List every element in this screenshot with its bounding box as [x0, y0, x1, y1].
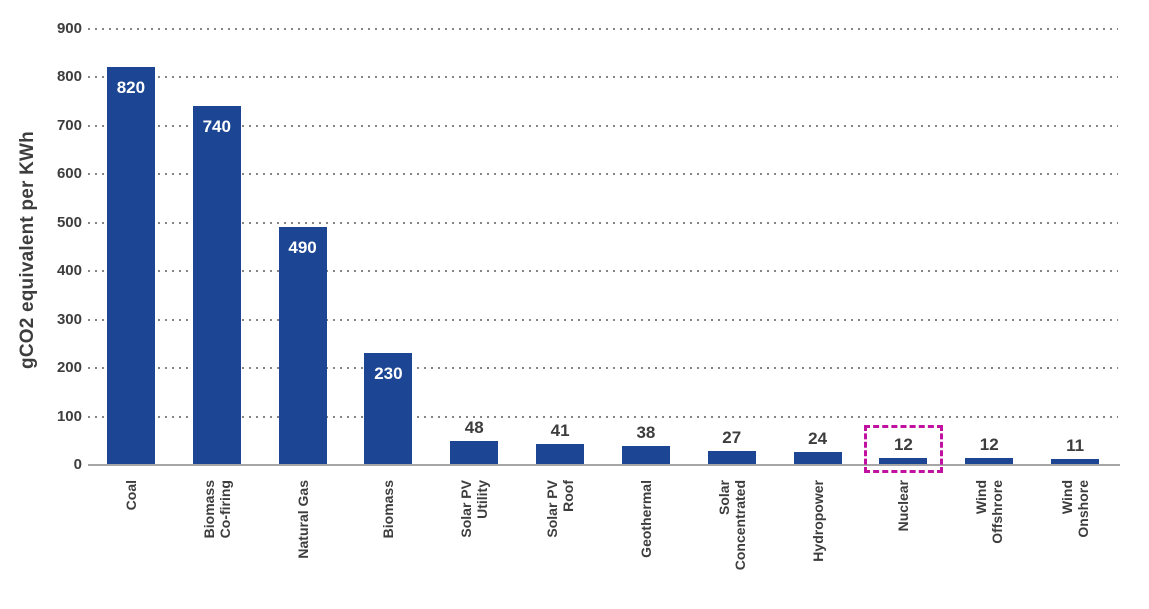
y-axis-title: gCO2 equivalent per KWh — [17, 131, 38, 369]
bar-biomass-co-firing — [192, 105, 241, 464]
gridline-300 — [88, 318, 1118, 321]
x-category-label-wind-onshore: Wind Onshore — [1059, 480, 1092, 538]
y-tick-label: 400 — [56, 262, 82, 280]
gridline-800 — [88, 76, 1118, 79]
bar-wind-onshore — [1051, 458, 1100, 464]
highlight-box-nuclear — [863, 425, 943, 473]
bar-value-label: 11 — [1066, 435, 1085, 455]
gridline-200 — [88, 367, 1118, 370]
bar-value-label: 820 — [116, 77, 146, 97]
bar-value-label: 41 — [550, 421, 570, 441]
y-tick-label: 300 — [56, 310, 82, 328]
bar-value-label: 490 — [288, 237, 317, 257]
x-category-label-wind-offshrore: Wind Offshrore — [973, 480, 1006, 544]
x-axis-line — [88, 464, 1120, 466]
bar-value-label: 740 — [202, 116, 231, 136]
bar-solar-concentrated — [707, 450, 756, 464]
x-category-label-nuclear: Nuclear — [895, 480, 912, 532]
bar-value-label: 48 — [464, 417, 484, 437]
y-tick-label: 200 — [56, 359, 82, 377]
gridline-500 — [88, 221, 1118, 224]
bar-coal — [106, 66, 155, 464]
gridline-900 — [88, 28, 1118, 30]
y-tick-label: 900 — [56, 20, 82, 37]
x-category-label-geothermal: Geothermal — [637, 480, 654, 558]
y-tick-label: 800 — [56, 68, 82, 86]
x-category-label-solar-pv-utility: Solar PV Utility — [458, 480, 491, 538]
bar-geothermal — [621, 445, 670, 464]
bar-value-label: 230 — [374, 363, 403, 383]
y-tick-label: 100 — [56, 407, 82, 425]
bar-value-label: 12 — [893, 435, 913, 455]
bar-solar-pv-utility — [450, 440, 499, 464]
gridline-100 — [88, 415, 1118, 418]
y-tick-label: 0 — [73, 456, 82, 473]
x-category-label-biomass: Biomass — [380, 480, 397, 539]
x-category-label-solar-concentrated: Solar Concentrated — [715, 480, 748, 571]
x-category-label-coal: Coal — [122, 480, 139, 511]
bar-biomass — [364, 352, 413, 464]
gridline-700 — [88, 124, 1118, 127]
x-category-label-natural-gas: Natural Gas — [294, 480, 311, 559]
gridline-400 — [88, 270, 1118, 273]
gridline-600 — [88, 173, 1118, 176]
bar-nuclear — [879, 458, 928, 464]
bar-value-label: 24 — [808, 429, 828, 449]
bar-value-label: 38 — [636, 422, 656, 442]
bar-value-label: 12 — [979, 435, 999, 455]
bar-wind-offshrore — [965, 458, 1014, 464]
bar-natural-gas — [278, 226, 327, 464]
bar-value-label: 27 — [722, 427, 742, 447]
bar-hydropower — [793, 452, 842, 464]
x-category-label-hydropower: Hydropower — [809, 480, 826, 562]
bar-solar-pv-roof — [536, 444, 585, 464]
x-category-label-biomass-co-firing: Biomass Co-firing — [200, 480, 233, 539]
y-tick-label: 600 — [56, 165, 82, 183]
x-category-label-solar-pv-roof: Solar PV Roof — [544, 480, 577, 538]
y-tick-label: 700 — [56, 116, 82, 134]
y-tick-label: 500 — [56, 213, 82, 231]
